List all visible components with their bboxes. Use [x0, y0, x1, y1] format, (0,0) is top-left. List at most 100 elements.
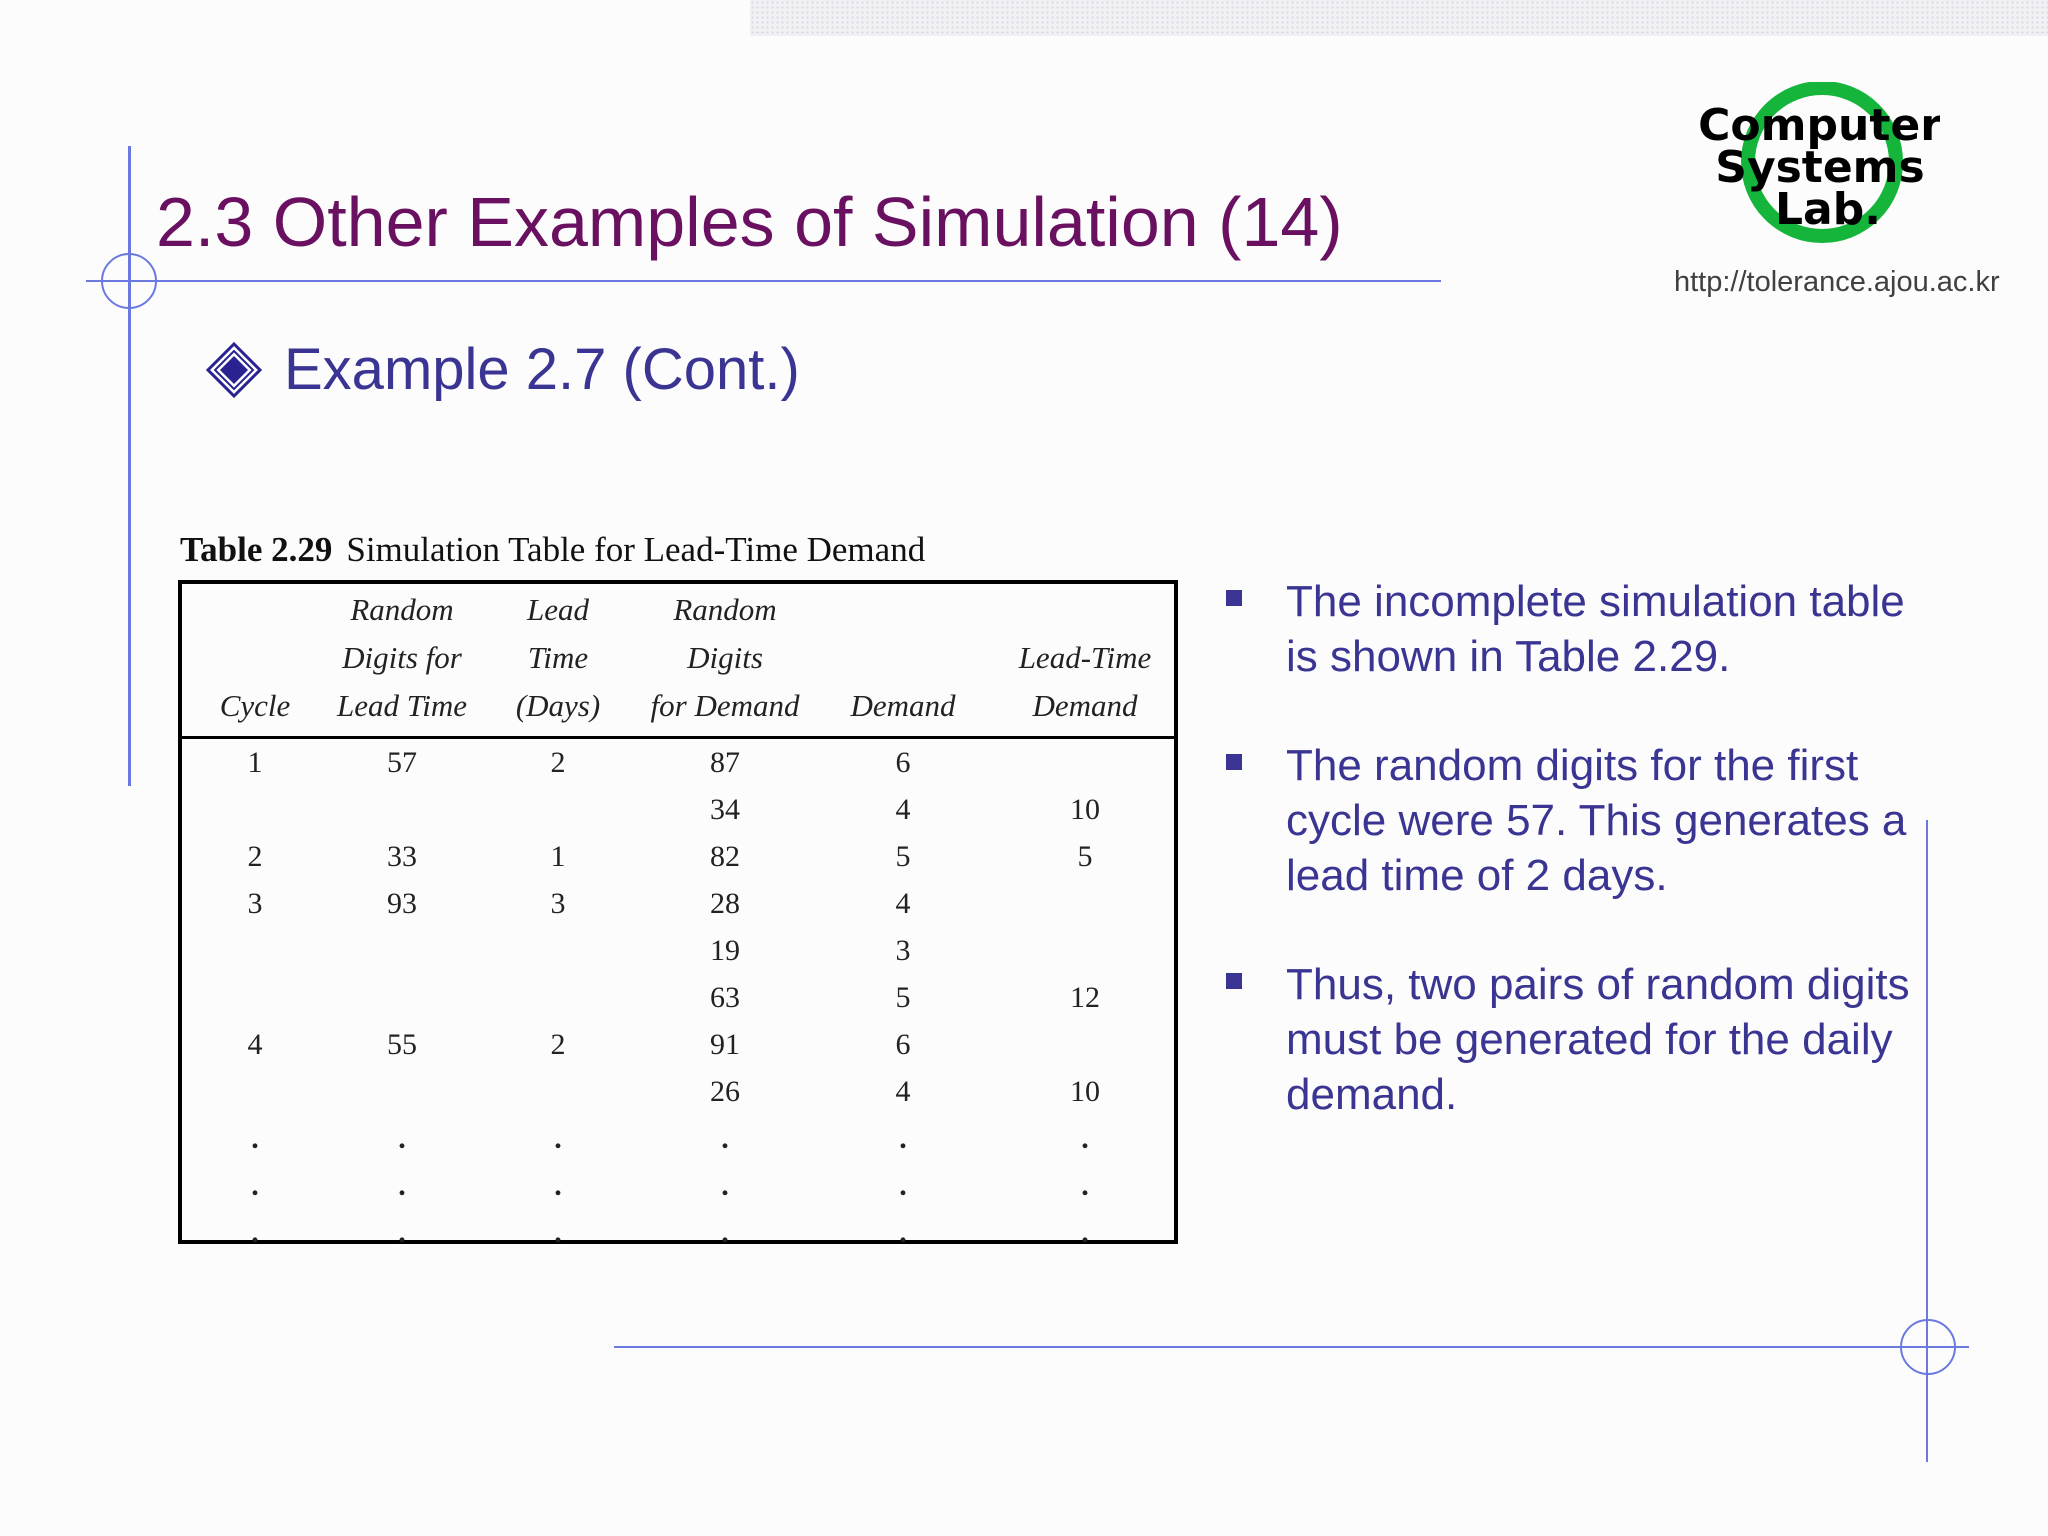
- header-random-digits-demand: Random Digits for Demand: [640, 584, 810, 739]
- table-cell: 2: [550, 1027, 566, 1061]
- table-cell: 93: [387, 886, 417, 920]
- table-cell: 6: [895, 745, 911, 779]
- table-cell: .: [899, 1121, 907, 1155]
- table-cell: .: [899, 1168, 907, 1202]
- title-underline: [86, 280, 1441, 282]
- table-row: ......: [182, 1162, 1174, 1209]
- table-cell: [182, 974, 328, 1021]
- table-cell: .: [721, 1168, 729, 1202]
- table-cell: [476, 1068, 640, 1115]
- table-cell: [328, 1068, 476, 1115]
- table-cell: 4: [895, 886, 911, 920]
- bullet-item: Thus, two pairs of random digits must be…: [1226, 957, 1946, 1122]
- table-cell: 3: [550, 886, 566, 920]
- table-cell: 82: [710, 839, 740, 873]
- table-cell: 63: [710, 980, 740, 1014]
- table-cell: 4: [895, 1074, 911, 1108]
- right-vertical-line: [1926, 820, 1928, 1462]
- table-cell: .: [398, 1215, 406, 1249]
- table-cell: .: [554, 1121, 562, 1155]
- table-cell: 3: [895, 933, 911, 967]
- table-caption-title: Simulation Table for Lead-Time Demand: [346, 530, 926, 569]
- table-cell: 5: [895, 839, 911, 873]
- table-caption-number: Table 2.29: [180, 530, 333, 569]
- table-cell: 6: [895, 1027, 911, 1061]
- table-row: 34 4 10: [182, 786, 1174, 833]
- table-cell: [182, 927, 328, 974]
- square-bullet-icon: [1226, 754, 1242, 770]
- table-cell: [996, 880, 1174, 927]
- table-cell: [182, 786, 328, 833]
- table-row: 63 5 12: [182, 974, 1174, 1021]
- header-cycle: Cycle: [182, 584, 328, 739]
- table-cell: [996, 927, 1174, 974]
- simulation-table-frame: Cycle Random Digits for Lead Time Lead Time…: [178, 580, 1178, 1249]
- table-cell: 26: [710, 1074, 740, 1108]
- bullet-text: The incomplete simulation table is shown…: [1286, 577, 1905, 681]
- table-cell: .: [1081, 1121, 1089, 1155]
- simulation-table: Cycle Random Digits for Lead Time Lead Time…: [182, 584, 1174, 1256]
- table-row: 19 3: [182, 927, 1174, 974]
- bottom-horizontal-line: [614, 1346, 1969, 1348]
- table-cell: .: [1081, 1215, 1089, 1249]
- table-cell: 3: [247, 886, 263, 920]
- computer-systems-lab-logo: Computer Systems Lab.: [1700, 82, 1940, 243]
- square-bullet-icon: [1226, 973, 1242, 989]
- table-cell: 33: [387, 839, 417, 873]
- table-caption: Table 2.29 Simulation Table for Lead-Time…: [180, 530, 925, 570]
- table-header-row: Cycle Random Digits for Lead Time Lead Time…: [182, 584, 1174, 739]
- header-lead-time-demand: Lead-Time Demand: [996, 584, 1174, 739]
- table-cell: 1: [247, 745, 263, 779]
- table-row: ......: [182, 1115, 1174, 1162]
- subtitle: Example 2.7 (Cont.): [284, 337, 800, 402]
- left-vertical-line: [128, 146, 131, 786]
- slide-title: 2.3 Other Examples of Simulation (14): [156, 183, 1343, 261]
- table-cell: 57: [387, 745, 417, 779]
- table-cell: .: [1081, 1168, 1089, 1202]
- table-row: 3 93 3 28 4: [182, 880, 1174, 927]
- table-cell: 10: [1070, 792, 1100, 826]
- table-cell: [328, 927, 476, 974]
- table-cell: [328, 974, 476, 1021]
- table-cell: .: [721, 1121, 729, 1155]
- table-cell: 87: [710, 745, 740, 779]
- table-cell: 2: [550, 745, 566, 779]
- table-cell: [328, 786, 476, 833]
- table-cell: [996, 738, 1174, 787]
- table-cell: 4: [895, 792, 911, 826]
- table-cell: 34: [710, 792, 740, 826]
- header-lead-time-days: Lead Time (Days): [476, 584, 640, 739]
- logo-line-2: Systems: [1715, 142, 1924, 193]
- table-cell: 12: [1070, 980, 1100, 1014]
- table-cell: .: [251, 1121, 259, 1155]
- table-row: 26 4 10: [182, 1068, 1174, 1115]
- top-pattern-band: [750, 0, 2048, 36]
- table-row: 4 55 2 91 6: [182, 1021, 1174, 1068]
- table-cell: [182, 1068, 328, 1115]
- table-cell: 28: [710, 886, 740, 920]
- logo-url[interactable]: http://tolerance.ajou.ac.kr: [1674, 266, 2000, 298]
- table-cell: 4: [247, 1027, 263, 1061]
- table-cell: .: [554, 1215, 562, 1249]
- bullet-list: The incomplete simulation table is shown…: [1226, 574, 1946, 1176]
- table-cell: .: [398, 1121, 406, 1155]
- header-random-digits-lead-time: Random Digits for Lead Time: [328, 584, 476, 739]
- table-cell: [476, 927, 640, 974]
- bullet-item: The incomplete simulation table is shown…: [1226, 574, 1946, 684]
- bullet-text: Thus, two pairs of random digits must be…: [1286, 960, 1910, 1119]
- table-cell: 10: [1070, 1074, 1100, 1108]
- table-cell: 5: [895, 980, 911, 1014]
- subtitle-row: Example 2.7 (Cont.): [206, 336, 800, 403]
- table-cell: 19: [710, 933, 740, 967]
- table-cell: .: [251, 1168, 259, 1202]
- square-bullet-icon: [1226, 590, 1242, 606]
- table-cell: 55: [387, 1027, 417, 1061]
- table-cell: .: [554, 1168, 562, 1202]
- table-cell: .: [899, 1215, 907, 1249]
- logo-line-3: Lab.: [1775, 184, 1881, 235]
- table-cell: 2: [247, 839, 263, 873]
- diamond-bullet-icon: [206, 341, 262, 398]
- table-cell: 91: [710, 1027, 740, 1061]
- table-cell: 1: [550, 839, 566, 873]
- table-cell: [476, 974, 640, 1021]
